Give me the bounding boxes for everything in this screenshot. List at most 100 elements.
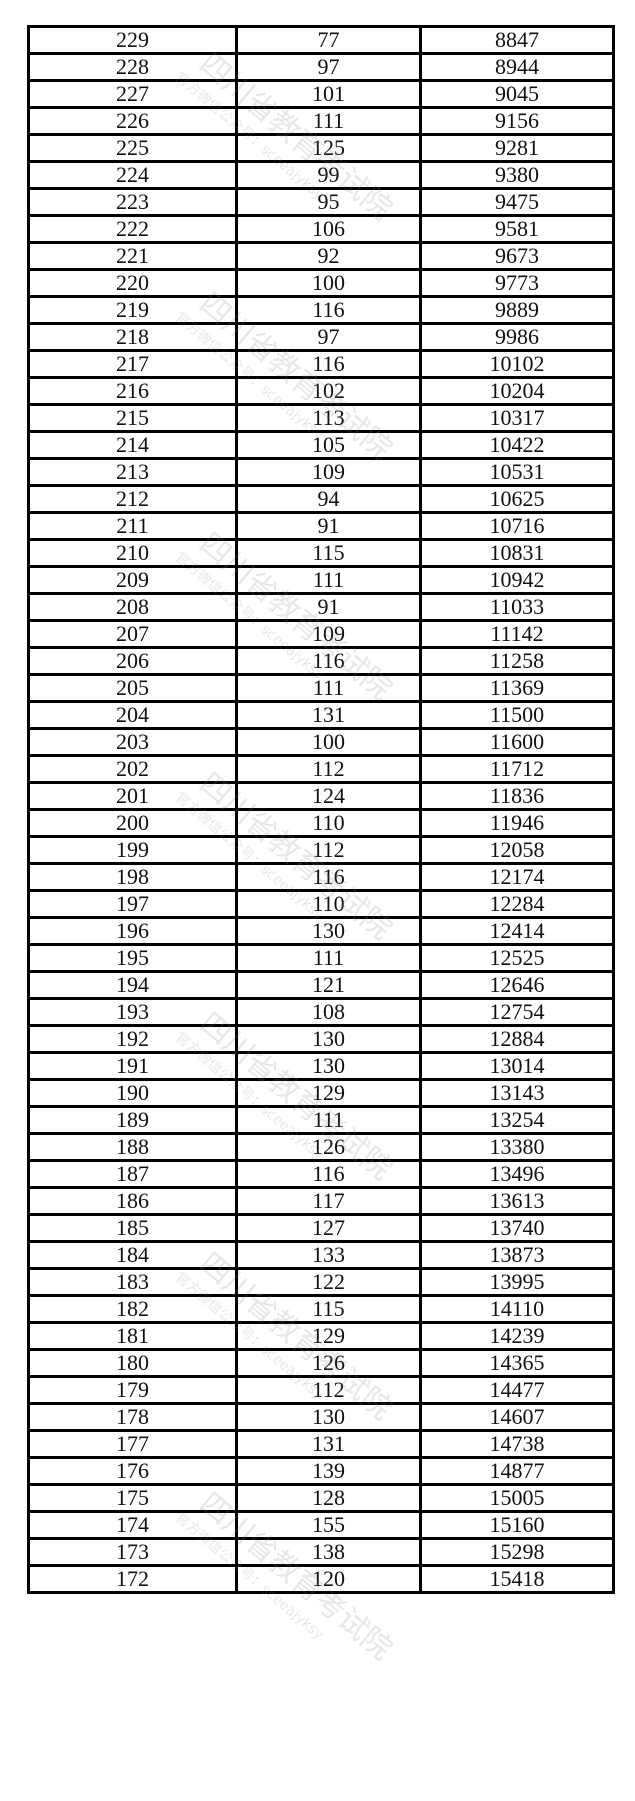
score-cell: 179 [27, 1375, 238, 1405]
cumulative-cell: 13143 [419, 1078, 615, 1108]
table-row: 174 155 15160 [27, 1510, 615, 1540]
score-cell: 186 [27, 1186, 238, 1216]
cumulative-cell: 13496 [419, 1159, 615, 1189]
table-row: 184 133 13873 [27, 1240, 615, 1270]
count-cell: 116 [235, 349, 422, 379]
score-cell: 181 [27, 1321, 238, 1351]
count-cell: 112 [235, 1375, 422, 1405]
count-cell: 133 [235, 1240, 422, 1270]
score-cell: 174 [27, 1510, 238, 1540]
count-cell: 131 [235, 700, 422, 730]
cumulative-cell: 15298 [419, 1537, 615, 1567]
count-cell: 95 [235, 187, 422, 217]
score-cell: 223 [27, 187, 238, 217]
table-row: 221 92 9673 [27, 241, 615, 271]
count-cell: 116 [235, 295, 422, 325]
score-cell: 178 [27, 1402, 238, 1432]
score-cell: 203 [27, 727, 238, 757]
score-cell: 194 [27, 970, 238, 1000]
count-cell: 108 [235, 997, 422, 1027]
cumulative-cell: 15418 [419, 1564, 615, 1594]
cumulative-cell: 12525 [419, 943, 615, 973]
cumulative-cell: 10625 [419, 484, 615, 514]
cumulative-cell: 9773 [419, 268, 615, 298]
table-row: 183 122 13995 [27, 1267, 615, 1297]
table-row: 226 111 9156 [27, 106, 615, 136]
table-row: 188 126 13380 [27, 1132, 615, 1162]
table-row: 177 131 14738 [27, 1429, 615, 1459]
cumulative-cell: 13995 [419, 1267, 615, 1297]
count-cell: 100 [235, 727, 422, 757]
table-row: 217 116 10102 [27, 349, 615, 379]
table-row: 215 113 10317 [27, 403, 615, 433]
score-cell: 199 [27, 835, 238, 865]
count-cell: 105 [235, 430, 422, 460]
cumulative-cell: 10102 [419, 349, 615, 379]
cumulative-cell: 11600 [419, 727, 615, 757]
table-row: 197 110 12284 [27, 889, 615, 919]
cumulative-cell: 11500 [419, 700, 615, 730]
table-row: 193 108 12754 [27, 997, 615, 1027]
count-cell: 116 [235, 1159, 422, 1189]
score-cell: 190 [27, 1078, 238, 1108]
cumulative-cell: 8944 [419, 52, 615, 82]
cumulative-cell: 13740 [419, 1213, 615, 1243]
cumulative-cell: 10831 [419, 538, 615, 568]
table-row: 180 126 14365 [27, 1348, 615, 1378]
score-cell: 213 [27, 457, 238, 487]
table-row: 185 127 13740 [27, 1213, 615, 1243]
table-row: 204 131 11500 [27, 700, 615, 730]
score-cell: 172 [27, 1564, 238, 1594]
count-cell: 127 [235, 1213, 422, 1243]
table-row: 203 100 11600 [27, 727, 615, 757]
table-row: 229 77 8847 [27, 25, 615, 55]
count-cell: 97 [235, 52, 422, 82]
count-cell: 129 [235, 1321, 422, 1351]
count-cell: 94 [235, 484, 422, 514]
score-cell: 211 [27, 511, 238, 541]
score-cell: 222 [27, 214, 238, 244]
table-row: 228 97 8944 [27, 52, 615, 82]
score-cell: 183 [27, 1267, 238, 1297]
table-row: 176 139 14877 [27, 1456, 615, 1486]
score-cell: 209 [27, 565, 238, 595]
score-cell: 173 [27, 1537, 238, 1567]
table-row: 224 99 9380 [27, 160, 615, 190]
score-cell: 185 [27, 1213, 238, 1243]
cumulative-cell: 13380 [419, 1132, 615, 1162]
score-cell: 225 [27, 133, 238, 163]
count-cell: 130 [235, 1402, 422, 1432]
table-row: 194 121 12646 [27, 970, 615, 1000]
table-row: 187 116 13496 [27, 1159, 615, 1189]
cumulative-cell: 8847 [419, 25, 615, 55]
count-cell: 100 [235, 268, 422, 298]
score-cell: 207 [27, 619, 238, 649]
score-cell: 218 [27, 322, 238, 352]
table-row: 186 117 13613 [27, 1186, 615, 1216]
count-cell: 124 [235, 781, 422, 811]
count-cell: 92 [235, 241, 422, 271]
score-cell: 196 [27, 916, 238, 946]
table-row: 200 110 11946 [27, 808, 615, 838]
cumulative-cell: 10942 [419, 565, 615, 595]
count-cell: 91 [235, 592, 422, 622]
score-cell: 224 [27, 160, 238, 190]
score-cell: 206 [27, 646, 238, 676]
cumulative-cell: 12284 [419, 889, 615, 919]
score-cell: 229 [27, 25, 238, 55]
cumulative-cell: 11033 [419, 592, 615, 622]
score-cell: 216 [27, 376, 238, 406]
table-row: 220 100 9773 [27, 268, 615, 298]
cumulative-cell: 9581 [419, 214, 615, 244]
table-row: 173 138 15298 [27, 1537, 615, 1567]
count-cell: 121 [235, 970, 422, 1000]
table-row: 219 116 9889 [27, 295, 615, 325]
score-cell: 227 [27, 79, 238, 109]
count-cell: 139 [235, 1456, 422, 1486]
table-row: 189 111 13254 [27, 1105, 615, 1135]
table-row: 195 111 12525 [27, 943, 615, 973]
table-row: 201 124 11836 [27, 781, 615, 811]
table-row: 199 112 12058 [27, 835, 615, 865]
count-cell: 130 [235, 1024, 422, 1054]
table-row: 191 130 13014 [27, 1051, 615, 1081]
